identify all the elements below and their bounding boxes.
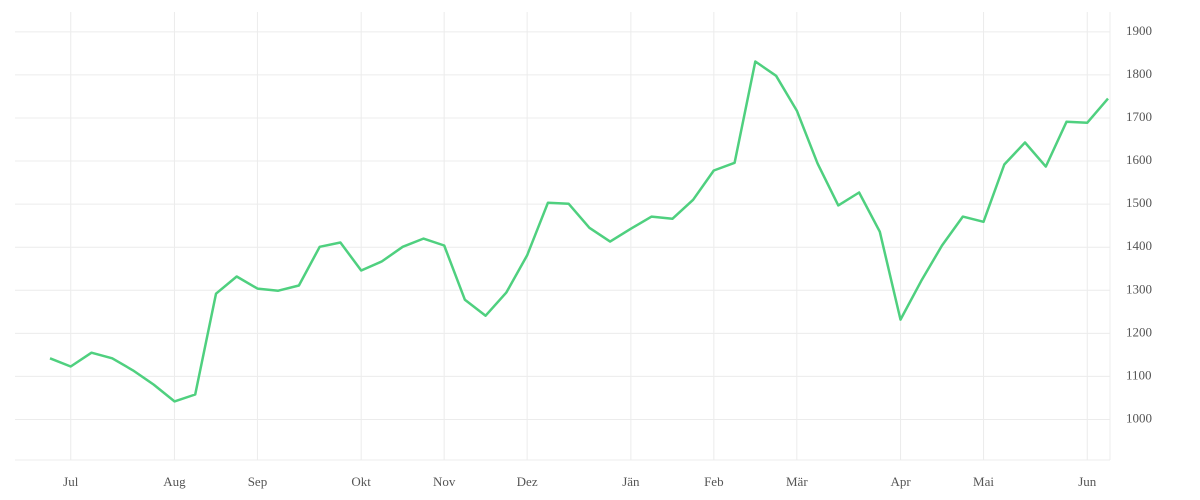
x-tick-label: Feb: [704, 474, 724, 489]
x-tick-label: Mär: [786, 474, 808, 489]
x-tick-label: Mai: [973, 474, 994, 489]
x-tick-label: Nov: [433, 474, 456, 489]
x-tick-label: Apr: [890, 474, 911, 489]
line-series: [49, 60, 1109, 403]
y-tick-label: 1800: [1126, 66, 1152, 81]
x-tick-label: Jän: [622, 474, 640, 489]
x-tick-label: Dez: [517, 474, 538, 489]
y-tick-label: 1400: [1126, 238, 1152, 253]
y-tick-label: 1300: [1126, 281, 1152, 296]
y-tick-label: 1700: [1126, 109, 1152, 124]
y-tick-label: 1200: [1126, 324, 1152, 339]
y-tick-label: 1900: [1126, 23, 1152, 38]
x-tick-label: Okt: [351, 474, 371, 489]
x-tick-label: Sep: [248, 474, 268, 489]
y-tick-label: 1500: [1126, 195, 1152, 210]
y-tick-label: 1600: [1126, 152, 1152, 167]
y-tick-label: 1100: [1126, 367, 1152, 382]
x-tick-label: Jun: [1078, 474, 1097, 489]
y-tick-label: 1000: [1126, 410, 1152, 425]
x-tick-label: Aug: [163, 474, 186, 489]
x-tick-label: Jul: [63, 474, 79, 489]
